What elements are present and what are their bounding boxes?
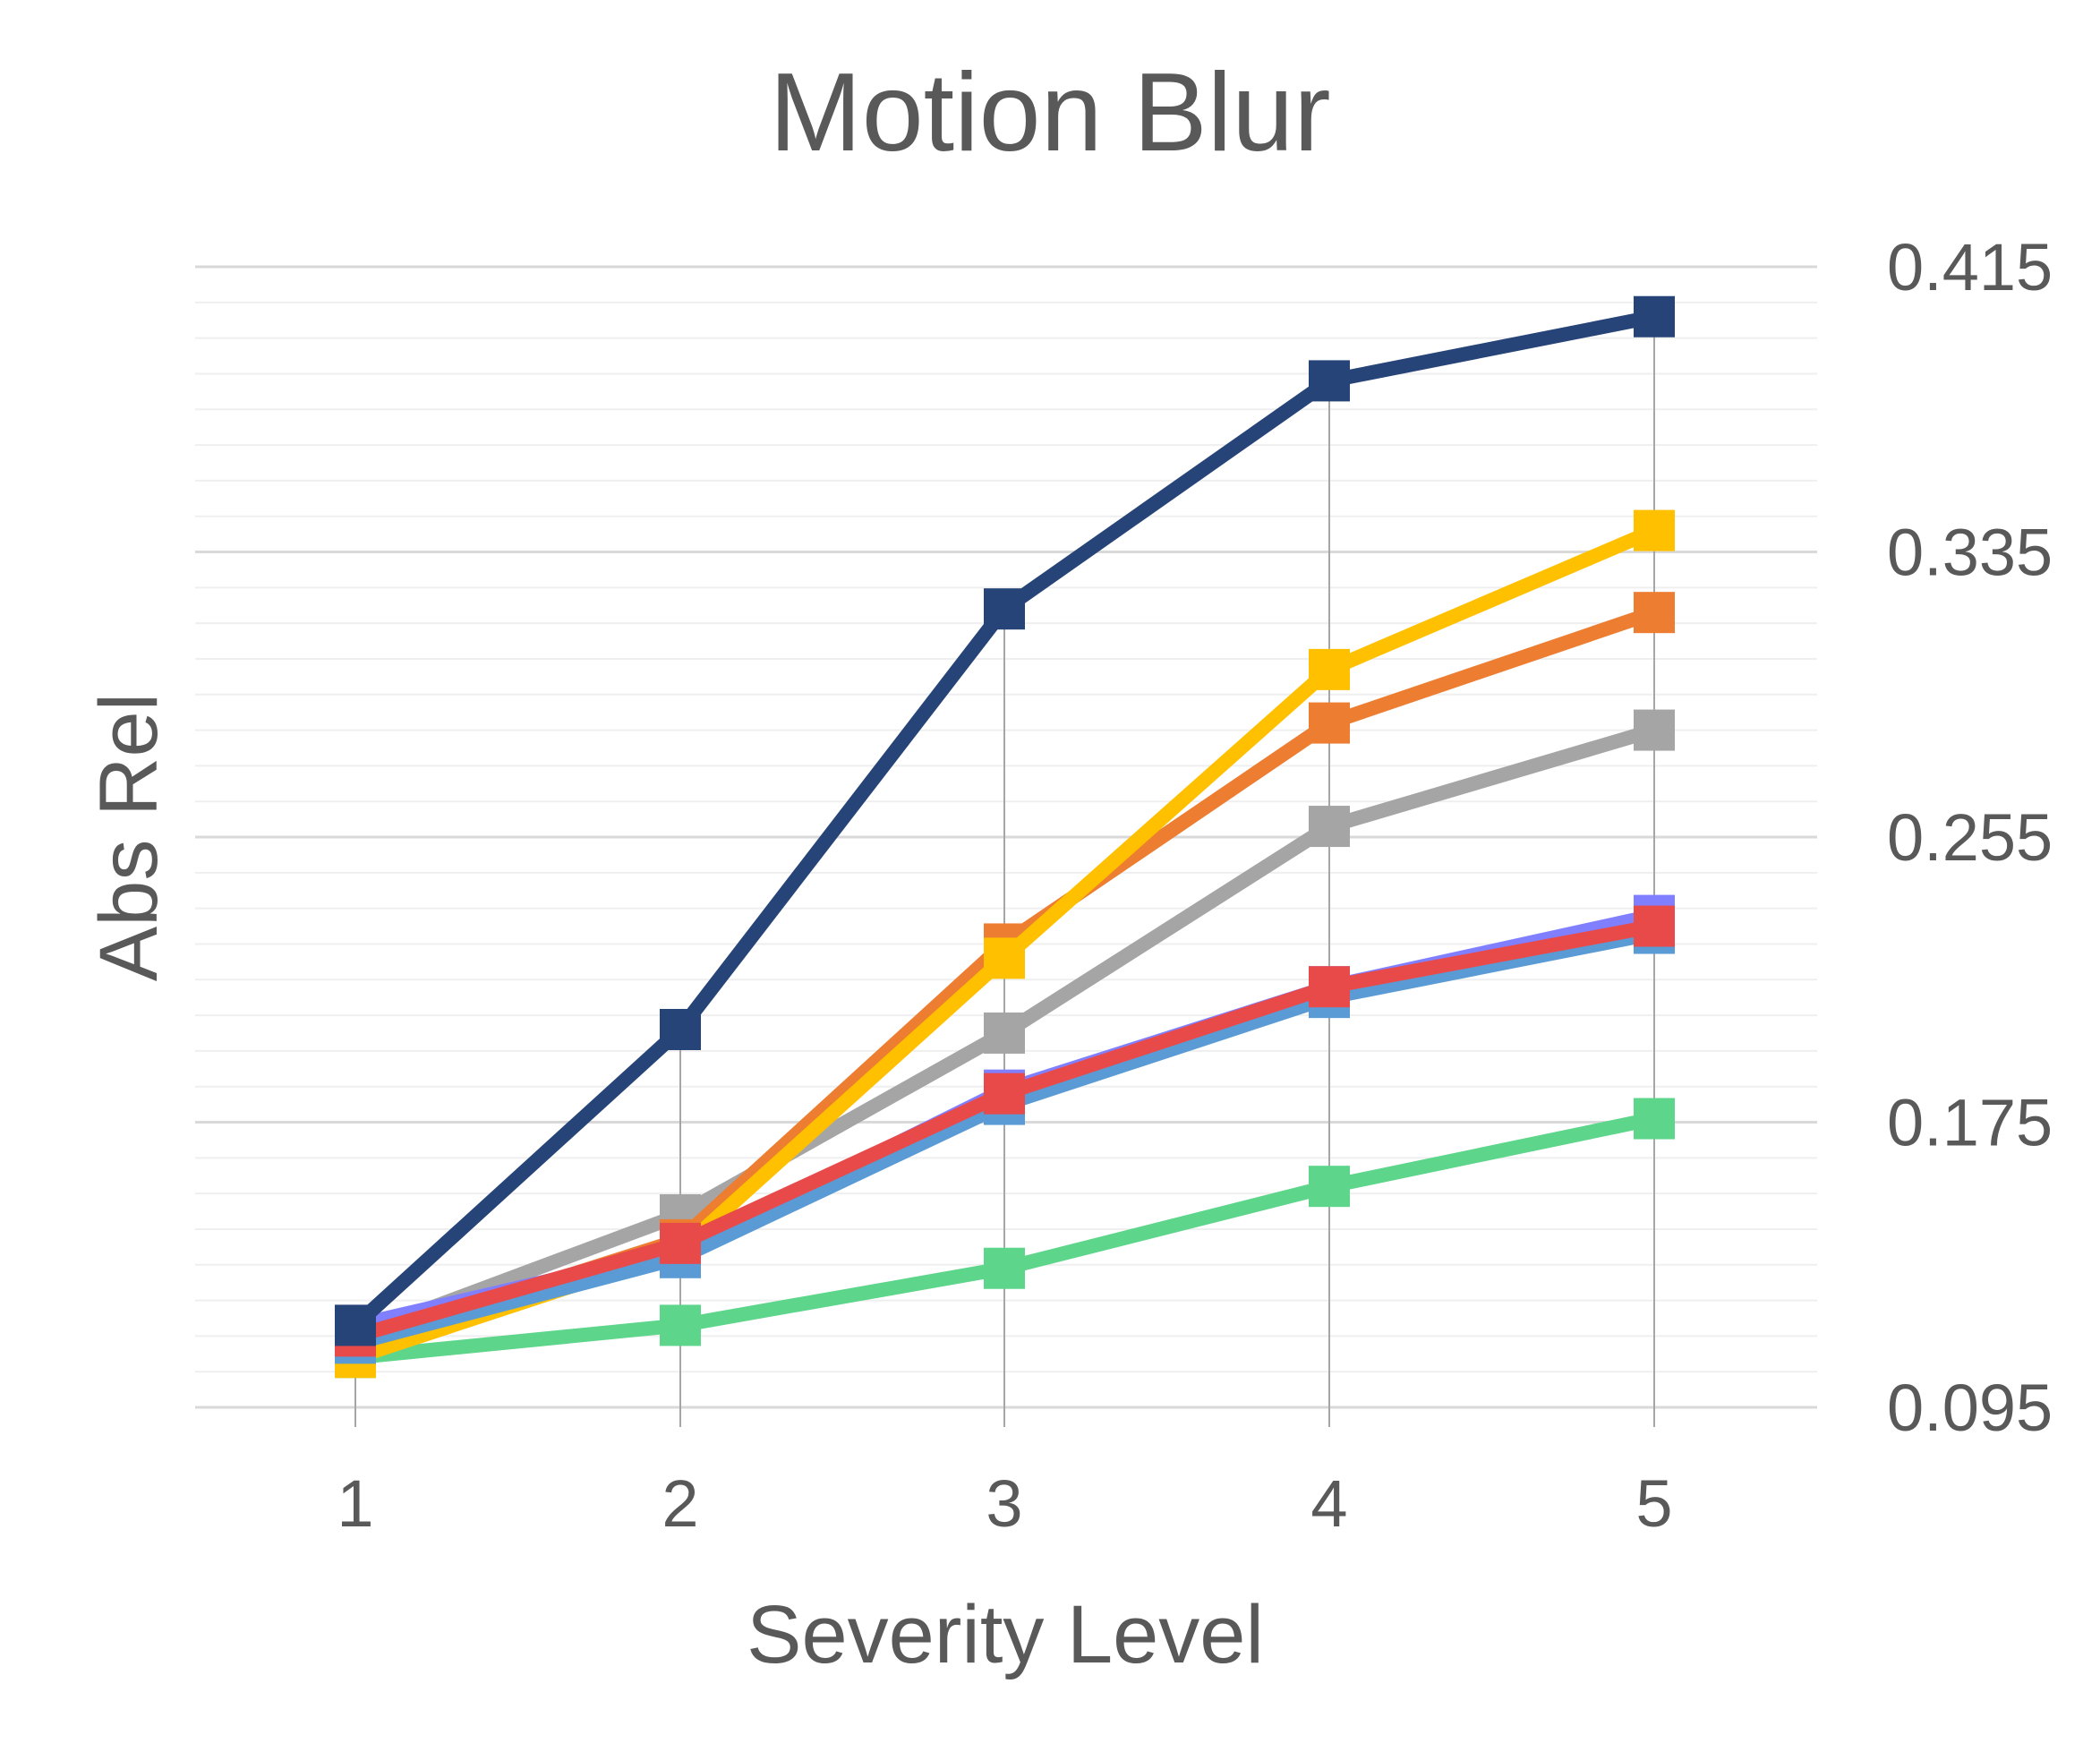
gridlines <box>195 265 1817 1409</box>
data-point <box>1634 592 1675 634</box>
data-point <box>1309 648 1350 690</box>
x-tick-label: 5 <box>1635 1466 1672 1541</box>
series-7 <box>335 905 1675 1357</box>
x-axis-ticks: 1 2 3 4 5 <box>337 1466 1672 1541</box>
x-tick-label: 2 <box>662 1466 698 1541</box>
data-point <box>1634 905 1675 947</box>
data-point <box>984 937 1025 979</box>
data-point <box>1309 966 1350 1008</box>
data-point <box>984 1073 1025 1115</box>
data-point <box>1309 702 1350 744</box>
x-tick-label: 4 <box>1310 1466 1347 1541</box>
series-1 <box>335 295 1675 1346</box>
data-point <box>1634 509 1675 551</box>
data-point <box>1309 1166 1350 1208</box>
data-point <box>1634 1098 1675 1140</box>
y-tick-label: 0.335 <box>1887 516 2053 590</box>
data-point <box>660 1304 701 1346</box>
y-axis-ticks: 0.415 0.335 0.255 0.175 0.095 <box>1887 230 2053 1445</box>
y-tick-label: 0.175 <box>1887 1086 2053 1160</box>
x-tick-label: 1 <box>337 1466 373 1541</box>
data-point <box>1634 295 1675 338</box>
x-tick-label: 3 <box>986 1466 1022 1541</box>
data-point <box>984 1012 1025 1054</box>
data-point <box>660 1222 701 1264</box>
y-tick-label: 0.255 <box>1887 800 2053 875</box>
data-point <box>984 1247 1025 1289</box>
data-point <box>1634 709 1675 751</box>
x-axis-label: Severity Level <box>747 1589 1264 1680</box>
y-tick-label: 0.415 <box>1887 230 2053 304</box>
y-axis-label: Abs Rel <box>83 693 175 981</box>
data-point <box>984 588 1025 630</box>
data-point <box>1309 360 1350 402</box>
series-group <box>335 295 1675 1379</box>
data-point <box>1309 806 1350 848</box>
y-tick-label: 0.095 <box>1887 1371 2053 1445</box>
chart-title: Motion Blur <box>769 51 1330 175</box>
data-point <box>660 1008 701 1050</box>
data-point <box>335 1304 376 1346</box>
